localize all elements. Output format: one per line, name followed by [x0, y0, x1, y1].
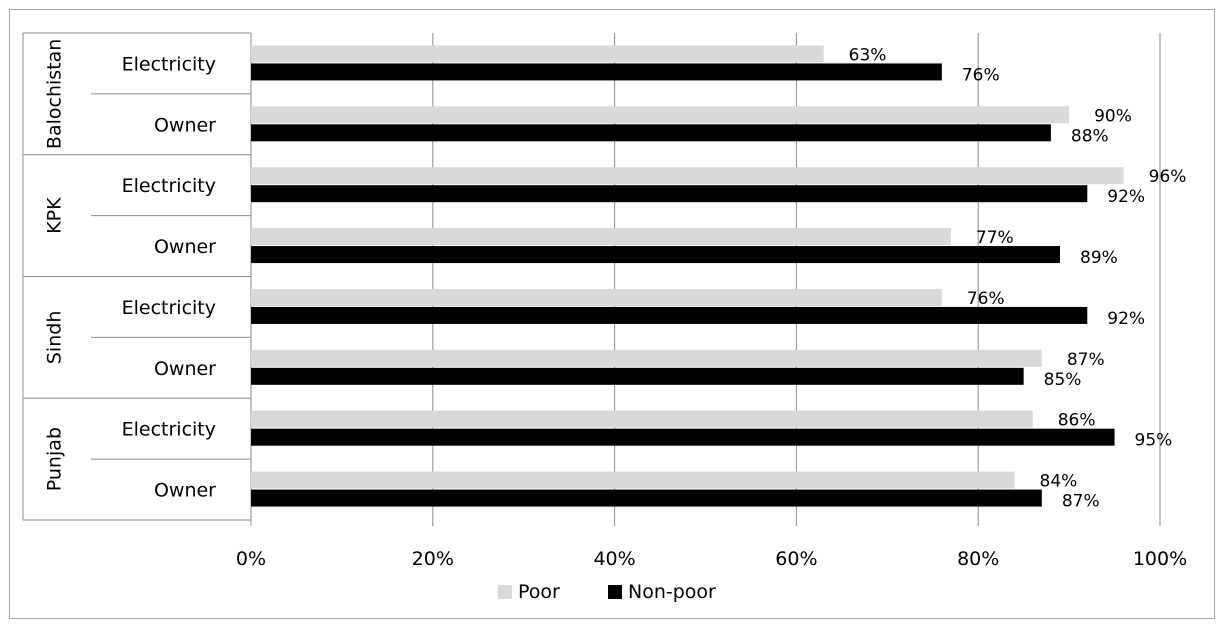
- data-label-poor: 87%: [1067, 350, 1105, 370]
- legend-swatch: [498, 585, 512, 599]
- data-label-non-poor: 85%: [1044, 370, 1082, 390]
- bar-poor: [251, 167, 1124, 184]
- region-label: KPK: [44, 197, 66, 234]
- data-label-non-poor: 92%: [1107, 187, 1145, 207]
- bar-poor: [251, 289, 942, 306]
- data-label-non-poor: 76%: [962, 65, 1000, 85]
- data-label-non-poor: 95%: [1135, 431, 1173, 451]
- data-label-poor: 77%: [976, 228, 1014, 248]
- region-label: Punjab: [44, 427, 66, 491]
- bar-non-poor: [251, 368, 1024, 385]
- data-label-poor: 76%: [967, 289, 1005, 309]
- x-tick-label: 100%: [1133, 548, 1187, 570]
- data-label-poor: 84%: [1040, 472, 1078, 492]
- category-label: Electricity: [122, 175, 216, 197]
- legend-label: Poor: [518, 581, 560, 603]
- bar-poor: [251, 350, 1042, 367]
- data-label-non-poor: 92%: [1107, 309, 1145, 329]
- category-label: Electricity: [122, 297, 216, 319]
- x-tick-label: 80%: [957, 548, 999, 570]
- category-label: Owner: [154, 236, 216, 258]
- legend-label: Non-poor: [628, 581, 716, 603]
- bar-poor: [251, 228, 951, 245]
- category-label: Owner: [154, 480, 216, 502]
- bar-non-poor: [251, 124, 1051, 141]
- bar-non-poor: [251, 429, 1115, 446]
- data-label-non-poor: 88%: [1071, 126, 1109, 146]
- bar-non-poor: [251, 246, 1060, 263]
- x-tick-label: 40%: [593, 548, 635, 570]
- data-label-poor: 63%: [849, 45, 887, 65]
- data-label-poor: 86%: [1058, 411, 1096, 431]
- bar-non-poor: [251, 63, 942, 80]
- legend-swatch: [608, 585, 622, 599]
- data-label-non-poor: 89%: [1080, 248, 1118, 268]
- category-label: Owner: [154, 114, 216, 136]
- region-label: Balochistan: [44, 39, 66, 149]
- bar-non-poor: [251, 185, 1087, 202]
- bar-poor: [251, 411, 1033, 428]
- region-label: Sindh: [44, 311, 66, 364]
- bar-non-poor: [251, 307, 1087, 324]
- bar-poor: [251, 106, 1069, 123]
- category-label: Electricity: [122, 53, 216, 75]
- bar-poor: [251, 45, 824, 62]
- category-label: Electricity: [122, 419, 216, 441]
- data-label-poor: 90%: [1094, 106, 1132, 126]
- x-tick-label: 0%: [236, 548, 266, 570]
- x-tick-label: 60%: [775, 548, 817, 570]
- data-label-poor: 96%: [1149, 167, 1187, 187]
- x-tick-label: 20%: [412, 548, 454, 570]
- category-label: Owner: [154, 358, 216, 380]
- bar-non-poor: [251, 490, 1042, 507]
- data-label-non-poor: 87%: [1062, 492, 1100, 512]
- bar-poor: [251, 472, 1015, 489]
